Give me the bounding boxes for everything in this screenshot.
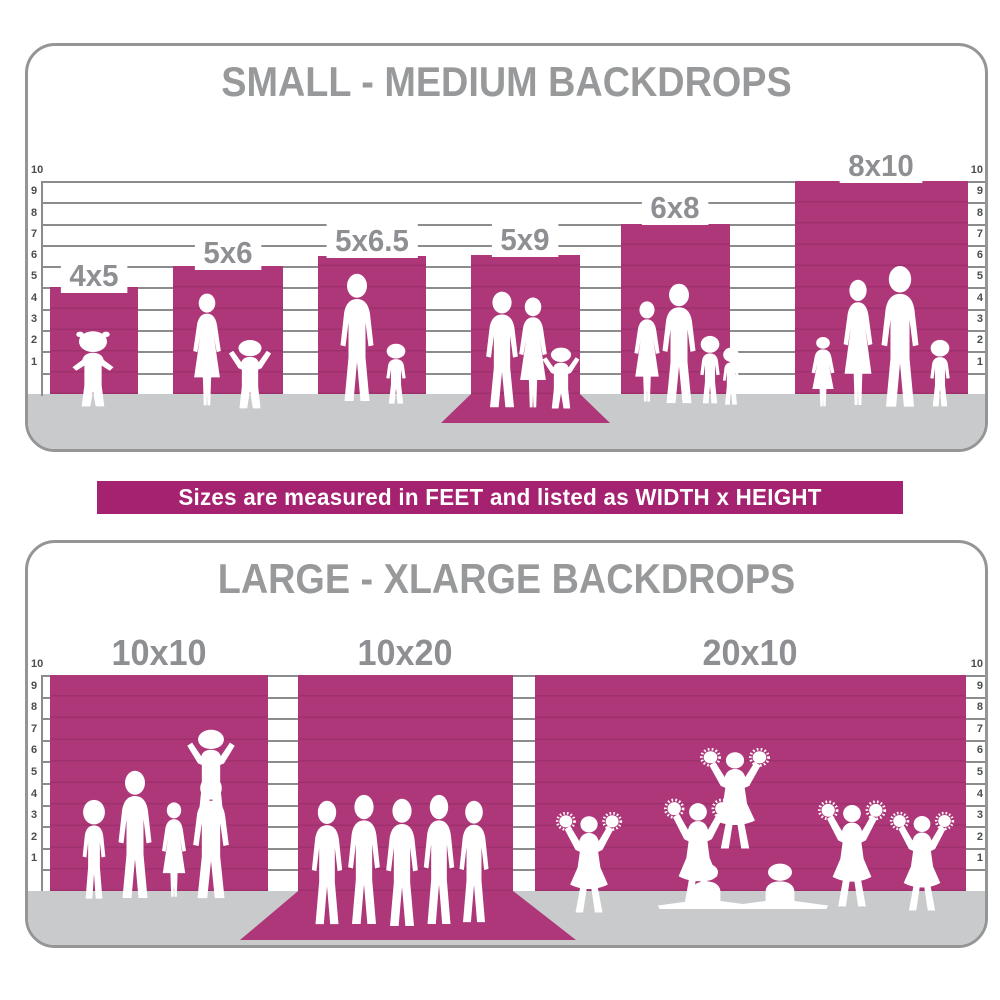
boy-silhouette (922, 338, 958, 408)
gridline-10ft (41, 675, 985, 677)
ruler-tick-right-4: 4 (976, 292, 983, 304)
ruler-tick-right-9: 9 (976, 680, 983, 692)
ruler-tick-left-9: 9 (31, 680, 38, 692)
ruler-tick-left-8: 8 (31, 701, 38, 713)
gridline-9ft (41, 202, 985, 204)
bar-label-5x6.5: 5x6.5 (326, 224, 418, 258)
gridline-6ft (41, 761, 985, 763)
ruler-tick-right-5: 5 (976, 270, 983, 282)
boy-silhouette (716, 346, 746, 406)
bar-label-20x10: 20x10 (693, 633, 807, 673)
ruler-tick-left-4: 4 (31, 292, 38, 304)
gridline-4ft (41, 805, 985, 807)
bar-label-10x10: 10x10 (102, 633, 216, 673)
ruler-tick-right-7: 7 (976, 228, 983, 240)
ruler-tick-right-3: 3 (976, 809, 983, 821)
ruler-tick-left-6: 6 (31, 744, 38, 756)
toddler-silhouette (66, 328, 120, 408)
child-arms-up-silhouette (540, 344, 582, 410)
ruler-tick-right-6: 6 (976, 744, 983, 756)
gridline-8ft (41, 718, 985, 720)
bar-label-5x9: 5x9 (491, 223, 559, 257)
cheerleader-silhouette (554, 803, 624, 915)
woman-silhouette (184, 292, 230, 408)
gridline-3ft (41, 826, 985, 828)
ruler-tick-left-2: 2 (31, 831, 38, 843)
child-arms-up-silhouette (226, 336, 274, 410)
person-on-shoulders-silhouette (184, 725, 238, 813)
ruler-tick-right-8: 8 (976, 701, 983, 713)
ruler-tick-left-7: 7 (31, 228, 38, 240)
size-info-banner-text: Sizes are measured in FEET and listed as… (178, 484, 822, 510)
ruler-tick-right-1: 1 (976, 852, 983, 864)
ruler-tick-right-6: 6 (976, 249, 983, 261)
ruler-tick-right-3: 3 (976, 313, 983, 325)
ruler-tick-right-2: 2 (976, 334, 983, 346)
bar-label-8x10: 8x10 (839, 149, 923, 183)
cheerleader-top-silhouette (698, 739, 772, 851)
ruler-tick-left-3: 3 (31, 809, 38, 821)
ruler-tick-right-2: 2 (976, 831, 983, 843)
small-medium-panel-title: SMALL - MEDIUM BACKDROPS (221, 58, 792, 105)
man-silhouette (452, 799, 496, 925)
bar-label-4x5: 4x5 (60, 259, 128, 293)
ruler-tick-left-3: 3 (31, 313, 38, 325)
ruler-tick-left-8: 8 (31, 207, 38, 219)
large-xlarge-panel: LARGE - XLARGE BACKDROPS 10 9 8 7 6 5 4 … (25, 540, 988, 948)
ruler-tick-left-7: 7 (31, 723, 38, 735)
ruler-tick-left-1: 1 (31, 356, 38, 368)
man-silhouette (110, 769, 160, 901)
cheerleader-silhouette (888, 803, 956, 913)
ruler-tick-left-6: 6 (31, 249, 38, 261)
ruler-tick-right-7: 7 (976, 723, 983, 735)
ruler-tick-right-1: 1 (976, 356, 983, 368)
ruler-tick-right-9: 9 (976, 185, 983, 197)
ruler-tick-right-10: 10 (970, 164, 983, 176)
ruler-tick-right-10: 10 (970, 658, 983, 670)
ruler-tick-left-9: 9 (31, 185, 38, 197)
backdrop-bar-5x6 (173, 266, 283, 394)
man-silhouette (872, 264, 928, 410)
size-info-banner: Sizes are measured in FEET and listed as… (97, 481, 903, 514)
ruler-tick-left-10: 10 (31, 164, 44, 176)
gridline-7ft (41, 740, 985, 742)
backdrop-bar-5x6.5 (318, 256, 426, 394)
gridline-1ft (41, 869, 985, 871)
gridline-9ft (41, 697, 985, 699)
floor-sweep-5x9 (441, 394, 610, 423)
small-medium-panel: SMALL - MEDIUM BACKDROPS 10 9 8 7 6 5 4 … (25, 43, 988, 452)
boy-silhouette (73, 797, 115, 901)
large-xlarge-panel-title: LARGE - XLARGE BACKDROPS (217, 555, 796, 602)
ruler-tick-right-4: 4 (976, 788, 983, 800)
bar-label-10x20: 10x20 (348, 633, 462, 673)
ruler-tick-left-1: 1 (31, 852, 38, 864)
gridline-5ft (41, 783, 985, 785)
boy-silhouette (378, 342, 414, 405)
ruler-tick-left-4: 4 (31, 788, 38, 800)
bar-label-6x8: 6x8 (641, 191, 709, 225)
ruler-tick-right-8: 8 (976, 207, 983, 219)
ruler-tick-left-5: 5 (31, 270, 38, 282)
cheerleader-silhouette (816, 791, 888, 909)
ruler-tick-left-2: 2 (31, 334, 38, 346)
ruler-tick-right-5: 5 (976, 766, 983, 778)
gridline-2ft (41, 848, 985, 850)
gridline-10ft (41, 181, 985, 183)
ruler-tick-left-5: 5 (31, 766, 38, 778)
bar-label-5x6: 5x6 (194, 236, 262, 270)
ruler-tick-left-10: 10 (31, 658, 44, 670)
man-silhouette (332, 272, 382, 404)
